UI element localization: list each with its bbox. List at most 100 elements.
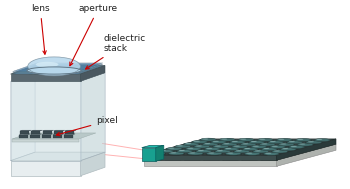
Ellipse shape <box>27 67 81 74</box>
Polygon shape <box>30 135 40 138</box>
Ellipse shape <box>202 143 219 146</box>
Polygon shape <box>267 152 289 154</box>
Polygon shape <box>239 154 261 156</box>
Polygon shape <box>191 151 213 153</box>
Ellipse shape <box>250 146 267 149</box>
Polygon shape <box>174 156 196 158</box>
Polygon shape <box>144 144 336 160</box>
Ellipse shape <box>187 148 193 149</box>
Ellipse shape <box>210 141 228 144</box>
Ellipse shape <box>306 141 322 144</box>
Ellipse shape <box>252 150 270 154</box>
Ellipse shape <box>278 139 284 140</box>
Ellipse shape <box>194 145 210 148</box>
Polygon shape <box>256 149 278 151</box>
Ellipse shape <box>151 152 158 153</box>
Polygon shape <box>10 74 80 81</box>
Ellipse shape <box>264 152 279 155</box>
Polygon shape <box>216 145 238 146</box>
Ellipse shape <box>219 138 235 141</box>
Ellipse shape <box>282 148 288 149</box>
Polygon shape <box>241 159 263 160</box>
Polygon shape <box>65 131 74 134</box>
Polygon shape <box>65 130 76 131</box>
Ellipse shape <box>191 141 209 144</box>
Ellipse shape <box>176 150 194 153</box>
Polygon shape <box>227 147 249 149</box>
Polygon shape <box>201 154 223 156</box>
Ellipse shape <box>258 143 276 147</box>
Polygon shape <box>10 152 105 161</box>
Ellipse shape <box>149 152 165 155</box>
Ellipse shape <box>268 141 284 144</box>
Polygon shape <box>163 154 185 156</box>
Ellipse shape <box>167 152 185 156</box>
Ellipse shape <box>223 143 229 144</box>
Ellipse shape <box>295 139 311 141</box>
Ellipse shape <box>262 153 280 156</box>
Ellipse shape <box>260 148 278 151</box>
Ellipse shape <box>214 150 232 153</box>
Polygon shape <box>294 149 316 151</box>
Ellipse shape <box>213 145 229 148</box>
Ellipse shape <box>166 148 183 151</box>
Polygon shape <box>212 156 234 158</box>
Polygon shape <box>32 131 41 134</box>
Ellipse shape <box>261 143 267 144</box>
Ellipse shape <box>229 141 246 144</box>
Polygon shape <box>43 130 54 131</box>
Polygon shape <box>144 160 276 166</box>
Polygon shape <box>144 139 336 155</box>
Ellipse shape <box>267 141 285 144</box>
Polygon shape <box>246 147 268 149</box>
Ellipse shape <box>177 145 183 146</box>
Ellipse shape <box>279 148 297 151</box>
Ellipse shape <box>183 143 199 146</box>
Ellipse shape <box>236 150 242 151</box>
Polygon shape <box>231 156 253 158</box>
Ellipse shape <box>289 141 295 142</box>
Ellipse shape <box>272 146 278 147</box>
Ellipse shape <box>170 152 176 153</box>
Ellipse shape <box>241 148 259 151</box>
Ellipse shape <box>245 152 260 155</box>
Ellipse shape <box>242 143 248 144</box>
Ellipse shape <box>246 153 252 154</box>
Ellipse shape <box>185 143 191 144</box>
Ellipse shape <box>28 57 80 76</box>
Polygon shape <box>189 147 211 149</box>
Polygon shape <box>199 149 221 151</box>
Ellipse shape <box>270 145 286 148</box>
Ellipse shape <box>279 143 294 146</box>
Ellipse shape <box>258 138 273 141</box>
Ellipse shape <box>275 139 293 142</box>
Ellipse shape <box>217 150 223 151</box>
Ellipse shape <box>167 147 182 150</box>
Polygon shape <box>276 144 336 166</box>
Ellipse shape <box>316 139 322 140</box>
Ellipse shape <box>215 150 231 153</box>
Ellipse shape <box>168 148 174 149</box>
Ellipse shape <box>177 150 192 153</box>
Ellipse shape <box>234 146 240 147</box>
Ellipse shape <box>212 146 230 149</box>
Polygon shape <box>193 156 215 158</box>
Polygon shape <box>218 149 240 151</box>
Polygon shape <box>260 159 282 161</box>
Ellipse shape <box>211 140 226 143</box>
Polygon shape <box>30 134 42 135</box>
Polygon shape <box>42 135 51 138</box>
Polygon shape <box>54 130 65 131</box>
Ellipse shape <box>257 139 274 142</box>
Text: dielectric
stack: dielectric stack <box>86 34 146 69</box>
Ellipse shape <box>204 147 220 150</box>
Polygon shape <box>220 154 242 156</box>
Ellipse shape <box>199 138 217 142</box>
Polygon shape <box>54 131 63 134</box>
Ellipse shape <box>231 146 248 149</box>
Polygon shape <box>155 156 177 158</box>
Ellipse shape <box>291 146 297 147</box>
Polygon shape <box>222 159 244 160</box>
Ellipse shape <box>174 145 191 149</box>
Polygon shape <box>13 64 103 73</box>
